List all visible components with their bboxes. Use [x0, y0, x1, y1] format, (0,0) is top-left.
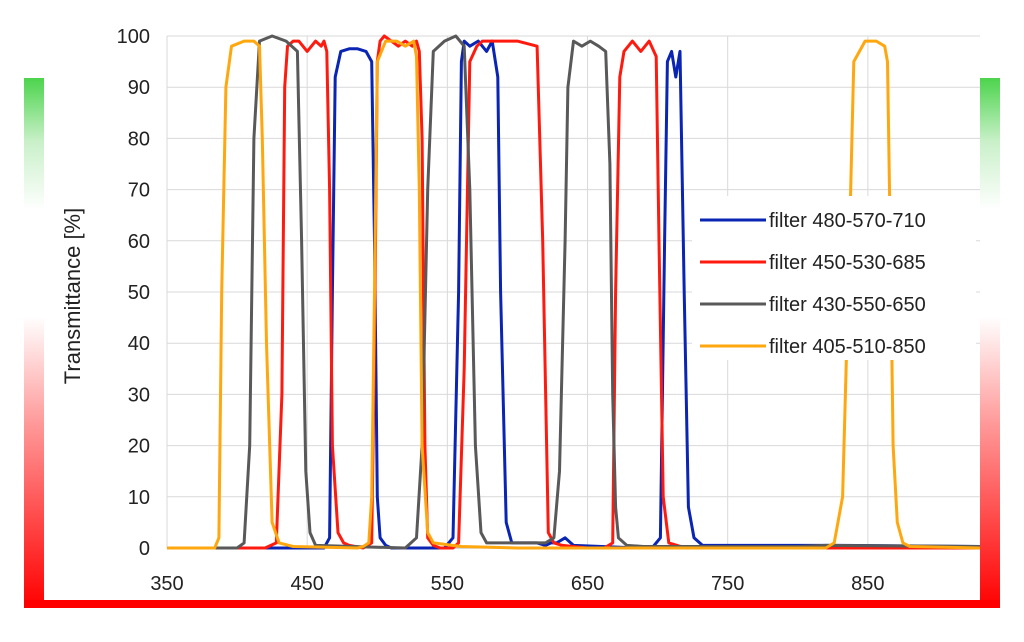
y-tick-label: 50: [128, 282, 150, 304]
legend-label-4: filter 405-510-850: [769, 336, 926, 358]
y-tick-label: 80: [128, 128, 150, 150]
y-tick-label: 40: [128, 333, 150, 355]
right-gradient-bar: [980, 78, 1000, 608]
y-tick-label: 90: [128, 77, 150, 99]
y-tick-label: 70: [128, 180, 150, 202]
legend-box: [692, 196, 976, 360]
y-tick-label: 30: [128, 384, 150, 406]
x-tick-labels: 350 450 550 650 750 850: [150, 573, 884, 595]
series-line-1: [167, 39, 981, 550]
y-tick-label: 60: [128, 231, 150, 253]
x-tick-label: 750: [711, 573, 744, 595]
y-axis-label: Transmittance [%]: [60, 208, 85, 384]
series-line-4: [167, 39, 981, 550]
legend-label-2: filter 450-530-685: [769, 252, 926, 274]
y-tick-label: 20: [128, 436, 150, 458]
legend-label-3: filter 430-550-650: [769, 294, 926, 316]
x-tick-label: 450: [290, 573, 323, 595]
series-lines: [167, 34, 981, 550]
y-tick-label: 10: [128, 487, 150, 509]
x-tick-label: 850: [851, 573, 884, 595]
y-tick-label: 0: [139, 538, 150, 560]
legend-label-1: filter 480-570-710: [769, 210, 926, 232]
x-tick-label: 550: [431, 573, 464, 595]
x-tick-label: 650: [571, 573, 604, 595]
x-tick-label: 350: [150, 573, 183, 595]
bottom-red-bar: [24, 600, 1000, 608]
y-tick-labels: 0 10 20 30 40 50 60 70 80 90 100: [117, 26, 150, 560]
grid-lines: [166, 35, 980, 549]
series-line-3: [167, 34, 981, 550]
legend: filter 480-570-710 filter 450-530-685 filt…: [692, 196, 976, 360]
y-tick-label: 100: [117, 26, 150, 48]
series-line-2: [167, 34, 980, 550]
left-gradient-bar: [24, 78, 44, 608]
